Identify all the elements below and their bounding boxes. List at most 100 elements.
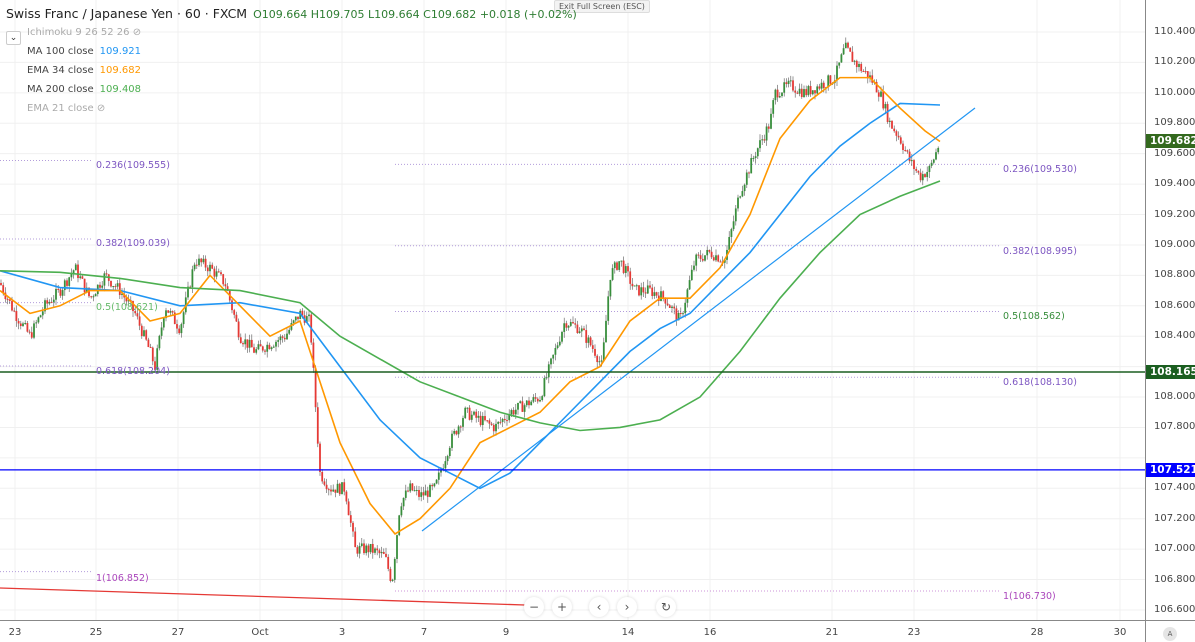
hidden-eye-icon[interactable]: ⊘: [132, 27, 142, 38]
candle: [822, 82, 825, 89]
price-axis-label: 108.400: [1154, 330, 1195, 342]
exit-fullscreen-button[interactable]: Exit Full Screen (ESC): [554, 0, 650, 13]
candle: [809, 86, 812, 95]
candle: [420, 492, 423, 497]
candle: [74, 264, 77, 271]
candle: [279, 336, 282, 341]
candle: [893, 128, 896, 132]
candle: [451, 433, 453, 448]
candle: [829, 75, 832, 84]
price-axis-label: 108.600: [1154, 299, 1195, 311]
scroll-right-button[interactable]: ›: [617, 597, 637, 617]
candle: [378, 550, 381, 554]
candle: [255, 349, 258, 353]
candle: [468, 407, 471, 420]
candle: [836, 65, 838, 81]
candle: [536, 398, 539, 402]
candle: [387, 556, 390, 569]
candle: [550, 358, 552, 365]
candle: [374, 548, 376, 553]
candle: [673, 306, 676, 309]
candle: [248, 339, 251, 348]
candle: [904, 149, 907, 151]
candle: [649, 285, 651, 288]
high-value: H109.705: [310, 8, 365, 21]
indicator-label: MA 100 close: [27, 46, 94, 57]
candle: [508, 414, 511, 421]
collapse-indicators-button[interactable]: ⌄: [6, 31, 21, 45]
candle: [81, 276, 84, 279]
candle: [114, 286, 117, 288]
candle: [844, 42, 847, 49]
reset-chart-button[interactable]: ↻: [656, 597, 676, 617]
time-axis-label: 23: [907, 627, 921, 638]
indicator-ema21[interactable]: EMA 21 close ⊘: [6, 99, 577, 118]
candle: [464, 407, 467, 419]
candle: [752, 157, 755, 159]
candle: [717, 255, 720, 262]
candle: [418, 489, 420, 497]
candle: [400, 506, 403, 516]
candle: [156, 348, 159, 370]
candle: [842, 48, 845, 55]
candle: [6, 299, 9, 301]
candle: [321, 471, 324, 482]
price-tag: 107.521: [1146, 462, 1195, 477]
candle: [620, 260, 623, 262]
candle: [759, 140, 761, 149]
change-value: +0.018 (+0.02%): [479, 8, 577, 21]
scroll-left-button[interactable]: ‹: [589, 597, 609, 617]
zoom-out-button[interactable]: −: [524, 597, 544, 617]
candle: [778, 96, 781, 98]
candle: [880, 91, 882, 97]
candle: [864, 71, 867, 73]
auto-scale-button[interactable]: A: [1163, 627, 1177, 641]
indicator-ma200[interactable]: MA 200 close 109.408: [6, 80, 577, 99]
candle: [651, 287, 654, 296]
candle: [481, 416, 484, 426]
candle: [739, 196, 742, 198]
candle: [704, 255, 706, 261]
candle: [594, 348, 596, 356]
candle: [226, 286, 229, 291]
candle: [341, 482, 343, 495]
candle: [459, 426, 462, 428]
candle: [732, 221, 735, 230]
hidden-eye-icon[interactable]: ⊘: [96, 103, 106, 114]
indicator-ichimoku[interactable]: Ichimoku 9 26 52 26 ⊘: [6, 23, 577, 42]
candle: [600, 360, 603, 362]
candle: [701, 258, 704, 261]
candle: [380, 551, 383, 554]
indicator-ma100[interactable]: MA 100 close 109.921: [6, 42, 577, 61]
candle: [286, 333, 288, 340]
price-axis-label: 109.400: [1154, 178, 1195, 190]
zoom-in-button[interactable]: +: [552, 597, 572, 617]
candle: [884, 104, 887, 109]
candle: [118, 283, 121, 295]
candle: [211, 264, 214, 269]
candle: [569, 322, 572, 326]
indicator-ema34[interactable]: EMA 34 close 109.682: [6, 61, 577, 80]
price-tag: 108.165: [1146, 364, 1195, 379]
candle: [352, 522, 354, 532]
red-trend-line: [0, 587, 526, 606]
candle: [2, 285, 5, 293]
candle: [149, 347, 152, 349]
candle: [110, 280, 112, 287]
candle: [165, 310, 167, 319]
candle: [466, 407, 469, 409]
candle: [19, 323, 22, 326]
candle: [477, 415, 480, 418]
candle: [906, 150, 909, 152]
candle: [860, 63, 863, 72]
candle: [547, 364, 550, 378]
candle: [422, 492, 425, 496]
candle: [426, 490, 429, 497]
candle: [583, 328, 585, 331]
candle: [686, 289, 689, 303]
candle: [798, 88, 801, 94]
candle: [486, 420, 489, 422]
candle: [490, 423, 493, 425]
candle: [640, 287, 643, 296]
